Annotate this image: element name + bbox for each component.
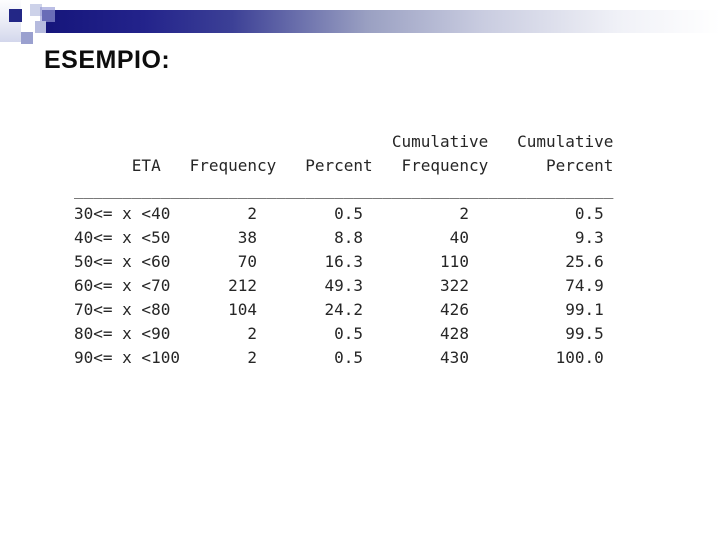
frequency-table: Cumulative Cumulative ETA Frequency Perc… — [74, 132, 614, 367]
deco-square-pale — [30, 4, 42, 16]
deco-header-gradient-bar — [42, 10, 720, 33]
deco-square-slate — [40, 7, 55, 22]
deco-square-violet — [21, 32, 33, 44]
slide-title: ESEMPIO: — [44, 46, 171, 74]
deco-square-navy — [9, 9, 22, 22]
deco-square-lavender — [35, 21, 46, 33]
